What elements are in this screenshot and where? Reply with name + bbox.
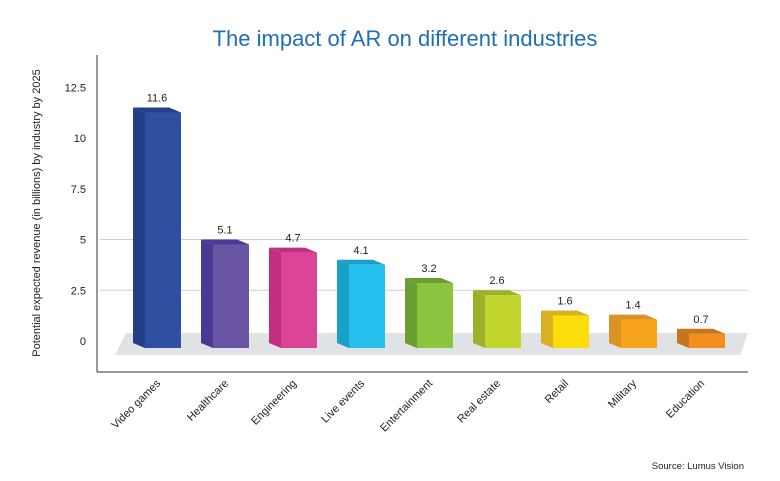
x-tick-label: Engineering — [249, 378, 299, 428]
data-label: 11.6 — [147, 93, 168, 105]
bar-top — [405, 278, 453, 284]
bar — [553, 315, 589, 348]
bar — [145, 112, 181, 349]
x-tick-label: Live events — [319, 377, 367, 425]
bar-military: 1.4 Military — [606, 300, 657, 411]
x-tick-label: Military — [606, 377, 639, 410]
data-label: 0.7 — [693, 314, 708, 326]
x-tick-label: Retail — [543, 378, 571, 406]
bar — [485, 295, 521, 348]
x-tick-label: Real estate — [455, 378, 503, 426]
bar-top — [133, 107, 181, 113]
bar-engineering: 4.7 Engineering — [249, 233, 317, 428]
bar — [349, 264, 385, 348]
bar-side — [541, 310, 553, 348]
bar-video-games: 11.6 Video games — [109, 93, 181, 431]
bar-side — [677, 328, 689, 348]
bar-top — [609, 314, 657, 320]
chart-title: The impact of AR on different industries — [213, 26, 598, 51]
x-tick-label: Video games — [109, 377, 163, 431]
bar — [621, 319, 657, 348]
bar-side — [133, 107, 145, 349]
bar-top — [473, 290, 521, 296]
data-label: 3.2 — [421, 263, 436, 275]
bar — [281, 252, 317, 348]
bar — [417, 283, 453, 348]
data-label: 4.7 — [285, 233, 300, 245]
y-tick-label: 7.5 — [71, 184, 86, 196]
data-label: 1.4 — [625, 300, 640, 312]
data-label: 4.1 — [353, 245, 368, 257]
bar-side — [201, 239, 213, 348]
bar-top — [541, 310, 589, 316]
bar-side — [269, 247, 281, 348]
y-axis-label: Potential expected revenue (in billions)… — [31, 69, 43, 356]
y-tick-label: 12.5 — [65, 82, 86, 94]
x-tick-label: Education — [664, 378, 707, 421]
bar-top — [269, 247, 317, 253]
bar-side — [473, 290, 485, 348]
y-tick-label: 2.5 — [71, 285, 86, 297]
y-tick-label: 0 — [80, 336, 86, 348]
bar — [689, 333, 725, 348]
x-tick-label: Healthcare — [185, 378, 231, 424]
bar-education: 0.7 Education — [664, 314, 725, 421]
bar — [213, 244, 249, 348]
bar-side — [337, 259, 349, 348]
bar-top — [201, 239, 249, 245]
bar-top — [677, 328, 725, 334]
bar-side — [609, 314, 621, 348]
data-label: 1.6 — [557, 296, 572, 308]
bar-top — [337, 259, 385, 265]
data-label: 5.1 — [217, 224, 232, 236]
bar-healthcare: 5.1 Healthcare — [185, 224, 249, 424]
y-tick-label: 10 — [74, 133, 86, 145]
x-tick-label: Entertainment — [378, 378, 435, 435]
bar-side — [405, 278, 417, 348]
source-note: Source: Lumus Vision — [652, 461, 744, 472]
data-label: 2.6 — [489, 275, 504, 287]
y-tick-label: 5 — [80, 235, 86, 247]
